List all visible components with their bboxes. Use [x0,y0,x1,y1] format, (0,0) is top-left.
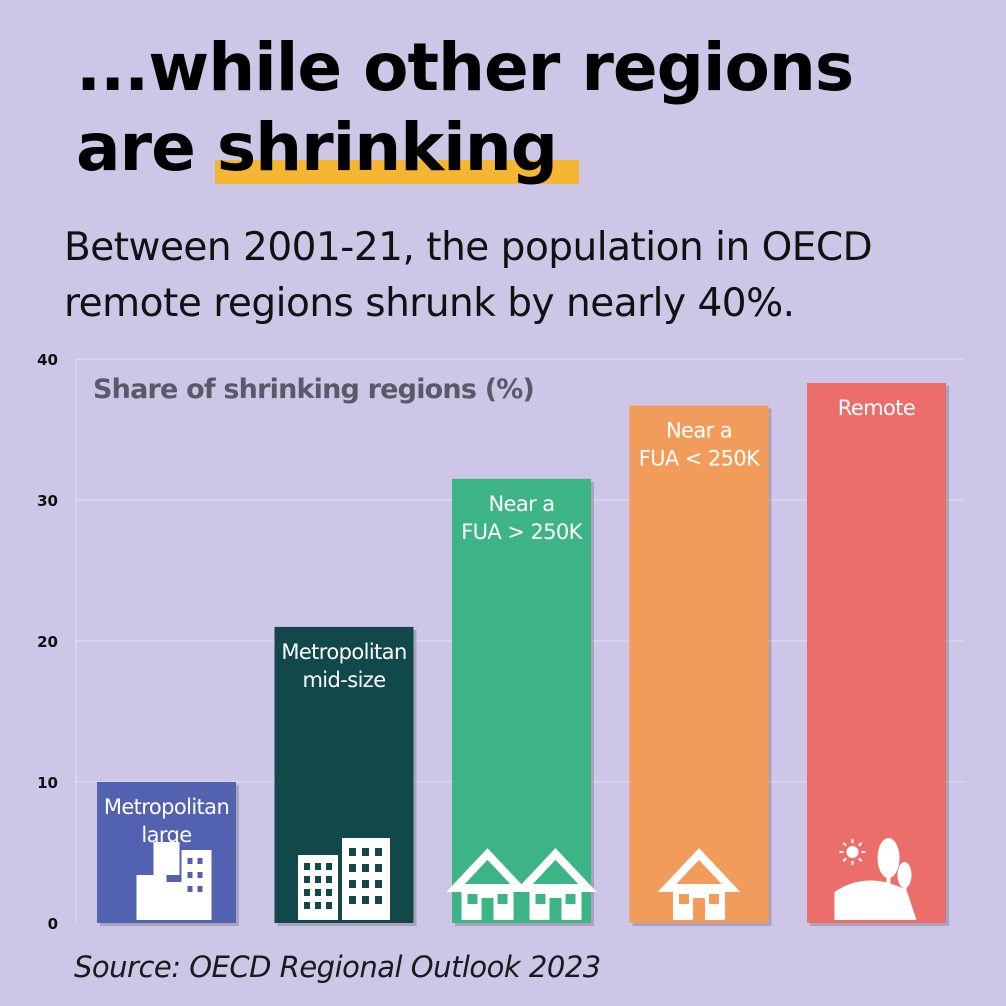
two-houses-icon [446,848,597,920]
y-tick-label: 30 [37,492,58,510]
bar-label: Remote [838,396,915,420]
headline: ...while other regions are shrinking [76,28,956,188]
bar-group: Metropolitan mid-size [274,626,417,926]
city-buildings-icon [136,842,212,920]
headline-highlight: shrinking [214,108,580,188]
source-note: Source: OECD Regional Outlook 2023 [74,950,601,984]
highlight-marker [214,160,580,184]
headline-line-2: are shrinking [76,108,956,188]
bar-label: Near a [666,419,732,443]
bar-label: Metropolitan [281,640,406,664]
bar [807,382,946,924]
shrinking-regions-bar-chart: 0 10 20 30 40 Share of shrinking regions (%) M… [37,351,964,933]
y-tick-label: 10 [37,774,58,792]
subtitle-line-1: Between 2001-21, the population in OECD [64,225,873,270]
bar [629,405,769,923]
bar-group: Near a FUA < 250K [629,405,772,926]
chart-title: Share of shrinking regions (%) [93,374,534,405]
y-tick-label: 0 [48,915,58,933]
bar-group: Remote [807,382,949,927]
bar-label: FUA < 250K [639,447,761,471]
bar-label: Metropolitan [104,795,229,819]
bar-label: mid-size [302,668,385,692]
bar [452,478,591,923]
headline-line-1: ...while other regions [76,29,854,106]
house-icon [657,848,741,920]
bar-group: Near a FUA > 250K [446,478,597,926]
headline-prefix: are [76,109,217,186]
bar-label: Near a [488,492,554,516]
subtitle-line-2: remote regions shrunk by nearly 40%. [64,281,795,326]
countryside-trees-icon [834,838,917,920]
subtitle: Between 2001-21, the population in OECD … [64,220,964,332]
apartment-buildings-icon [298,838,390,920]
bar-label: FUA > 250K [461,520,583,544]
headline-highlight-text: shrinking [216,109,558,186]
y-tick-label: 40 [37,351,58,369]
y-tick-label: 20 [37,633,58,651]
